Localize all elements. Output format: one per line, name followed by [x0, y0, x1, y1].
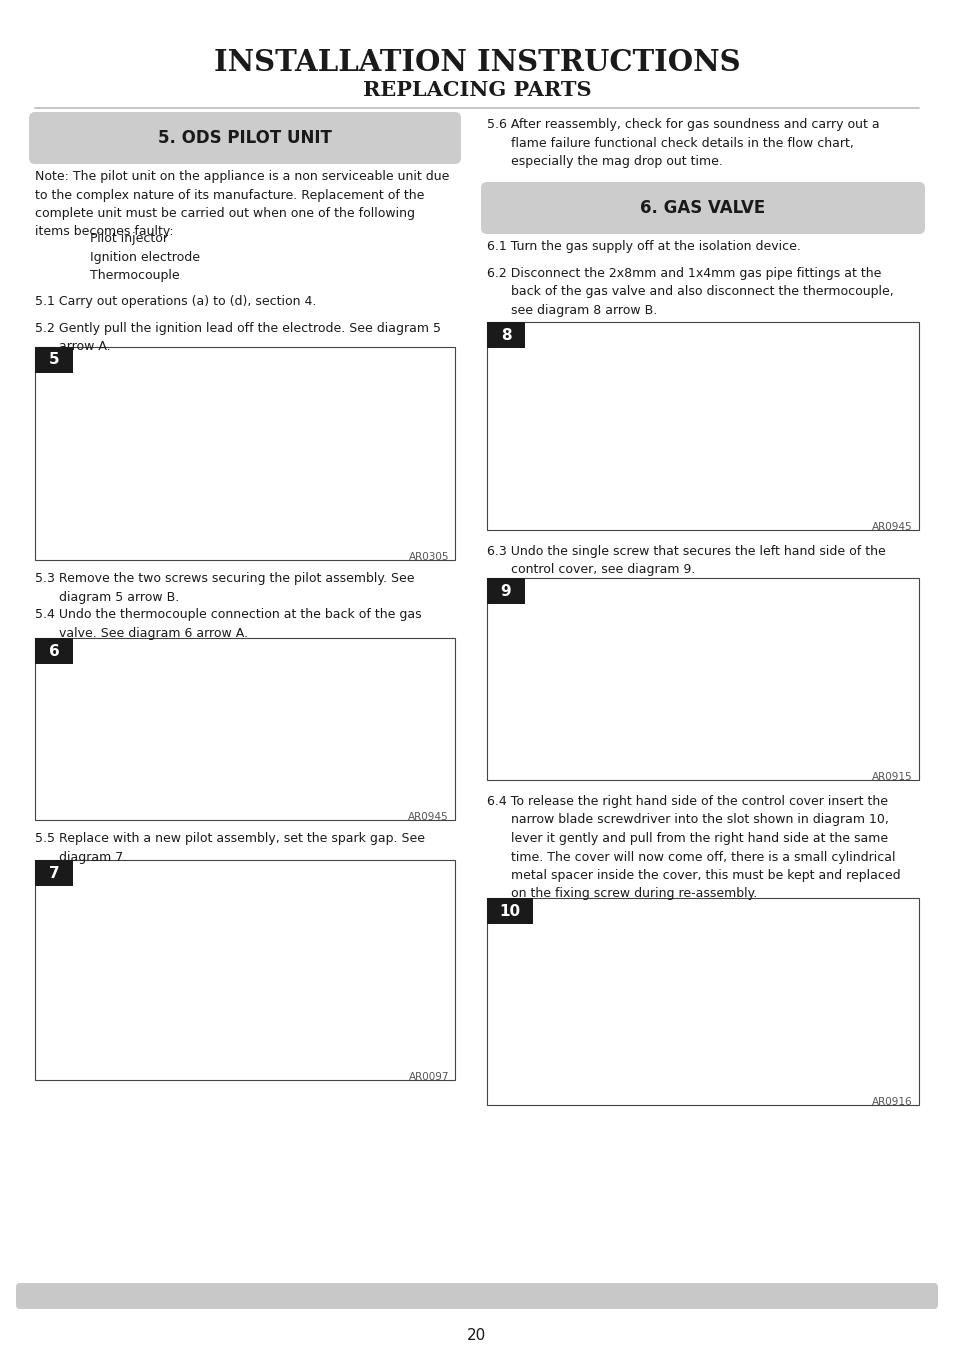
FancyBboxPatch shape — [16, 1283, 937, 1309]
Text: 20: 20 — [467, 1328, 486, 1343]
Text: Pilot injector
Ignition electrode
Thermocouple: Pilot injector Ignition electrode Thermo… — [90, 232, 200, 282]
Text: 6. GAS VALVE: 6. GAS VALVE — [639, 199, 765, 218]
Text: 5: 5 — [49, 353, 59, 367]
Text: 6.1 Turn the gas supply off at the isolation device.: 6.1 Turn the gas supply off at the isola… — [486, 240, 800, 253]
Text: 5. ODS PILOT UNIT: 5. ODS PILOT UNIT — [158, 128, 332, 147]
Bar — [35, 638, 455, 820]
Text: 8: 8 — [500, 327, 511, 343]
Text: 5.6 After reassembly, check for gas soundness and carry out a
      flame failur: 5.6 After reassembly, check for gas soun… — [486, 118, 879, 168]
Text: AR0097: AR0097 — [408, 1071, 449, 1082]
Text: AR0945: AR0945 — [871, 521, 912, 532]
Text: REPLACING PARTS: REPLACING PARTS — [362, 80, 591, 100]
Bar — [35, 638, 73, 663]
Bar — [486, 898, 918, 1105]
Text: AR0945: AR0945 — [408, 812, 449, 821]
Text: 6.4 To release the right hand side of the control cover insert the
      narrow : 6.4 To release the right hand side of th… — [486, 794, 900, 901]
Text: 7: 7 — [49, 866, 59, 881]
Text: 5.1 Carry out operations (a) to (d), section 4.: 5.1 Carry out operations (a) to (d), sec… — [35, 295, 316, 308]
Bar — [486, 578, 918, 780]
FancyBboxPatch shape — [480, 182, 924, 234]
Text: 6: 6 — [49, 643, 59, 658]
Text: 5.3 Remove the two screws securing the pilot assembly. See
      diagram 5 arrow: 5.3 Remove the two screws securing the p… — [35, 571, 414, 604]
Text: INSTALLATION INSTRUCTIONS: INSTALLATION INSTRUCTIONS — [213, 49, 740, 77]
Bar — [486, 898, 533, 924]
Bar — [35, 347, 455, 561]
Bar — [486, 578, 524, 604]
Text: 5.5 Replace with a new pilot assembly, set the spark gap. See
      diagram 7.: 5.5 Replace with a new pilot assembly, s… — [35, 832, 424, 863]
Text: AR0915: AR0915 — [871, 771, 912, 782]
Text: 5.2 Gently pull the ignition lead off the electrode. See diagram 5
      arrow A: 5.2 Gently pull the ignition lead off th… — [35, 322, 440, 354]
Text: 6.2 Disconnect the 2x8mm and 1x4mm gas pipe fittings at the
      back of the ga: 6.2 Disconnect the 2x8mm and 1x4mm gas p… — [486, 267, 893, 317]
Text: AR0305: AR0305 — [408, 553, 449, 562]
Bar — [486, 322, 918, 530]
Text: 9: 9 — [500, 584, 511, 598]
FancyBboxPatch shape — [29, 112, 460, 163]
Bar — [486, 322, 524, 349]
Bar — [35, 861, 73, 886]
Text: AR0916: AR0916 — [871, 1097, 912, 1106]
Text: 10: 10 — [499, 904, 520, 919]
Bar — [35, 861, 455, 1079]
Text: 5.4 Undo the thermocouple connection at the back of the gas
      valve. See dia: 5.4 Undo the thermocouple connection at … — [35, 608, 421, 639]
Bar — [35, 347, 73, 373]
Text: Note: The pilot unit on the appliance is a non serviceable unit due
to the compl: Note: The pilot unit on the appliance is… — [35, 170, 449, 239]
Text: 6.3 Undo the single screw that secures the left hand side of the
      control c: 6.3 Undo the single screw that secures t… — [486, 544, 884, 577]
